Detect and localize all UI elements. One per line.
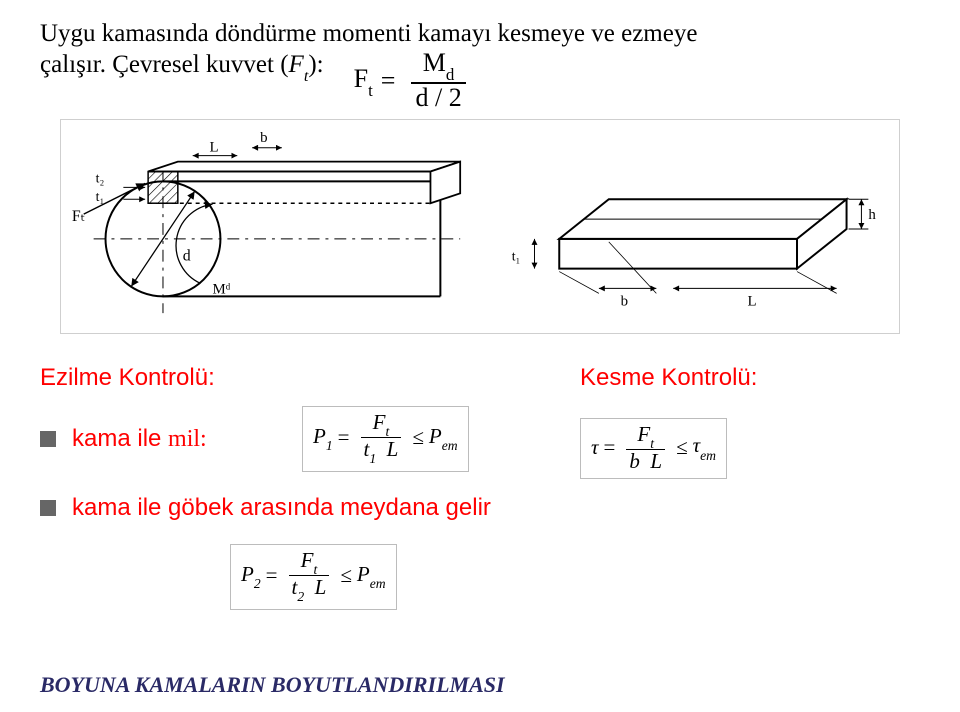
bullet-icon: [40, 500, 56, 516]
eq-tau: τ = Ft b L ≤ τem: [580, 418, 727, 480]
label-Md: Mᵈ: [213, 281, 231, 297]
key-shaft-diagram: d b L t₂ t₁ Fₜ Mᵈ: [60, 119, 900, 334]
label-L-left: L: [210, 139, 219, 155]
label-Ft: Fₜ: [72, 208, 85, 225]
formula-Ft: Ft = Md d / 2: [354, 49, 466, 112]
label-t1-left: t₁: [96, 189, 105, 204]
ezilme-column: Ezilme Kontrolü: kama ile mil: P1 = Ft t…: [40, 364, 580, 610]
label-b-left: b: [260, 129, 267, 145]
label-L-right: L: [747, 293, 756, 309]
F-sub: t: [304, 67, 309, 85]
controls-section: Ezilme Kontrolü: kama ile mil: P1 = Ft t…: [40, 364, 920, 610]
intro-text: Uygu kamasında döndürme momenti kamayı k…: [40, 18, 920, 113]
label-t1-right: t₁: [512, 248, 521, 263]
ezilme-header: Ezilme Kontrolü:: [40, 364, 580, 392]
label-b-right: b: [621, 293, 628, 309]
page: Uygu kamasında döndürme momenti kamayı k…: [0, 0, 960, 712]
bullet-icon: [40, 431, 56, 447]
page-footer: BOYUNA KAMALARIN BOYUTLANDIRILMASI: [40, 672, 505, 698]
kama-mil-row: kama ile mil: P1 = Ft t1 L ≤ Pem: [40, 406, 580, 472]
label-d: d: [183, 247, 191, 264]
eq-P2: P2 = Ft t2 L ≤ Pem: [230, 544, 397, 610]
kama-mil-label: kama ile mil:: [72, 425, 302, 453]
intro-line2b: ):: [308, 51, 323, 78]
intro-line2: çalışır. Çevresel kuvvet (Ft): Ft = Md d…: [40, 49, 920, 112]
F-symbol: F: [289, 51, 304, 78]
label-h: h: [868, 207, 876, 223]
label-t2-left: t₂: [96, 170, 105, 185]
kesme-column: Kesme Kontrolü: τ = Ft b L ≤ τem: [580, 364, 850, 610]
eq-P1: P1 = Ft t1 L ≤ Pem: [302, 406, 469, 472]
intro-line1: Uygu kamasında döndürme momenti kamayı k…: [40, 18, 920, 49]
diagram-svg: d b L t₂ t₁ Fₜ Mᵈ: [61, 120, 899, 333]
kama-gobek-row: kama ile göbek arasında meydana gelir: [40, 494, 580, 522]
kesme-header: Kesme Kontrolü:: [580, 364, 850, 392]
intro-line2a: çalışır. Çevresel kuvvet (: [40, 51, 289, 78]
kama-gobek-label: kama ile göbek arasında meydana gelir: [72, 494, 491, 522]
